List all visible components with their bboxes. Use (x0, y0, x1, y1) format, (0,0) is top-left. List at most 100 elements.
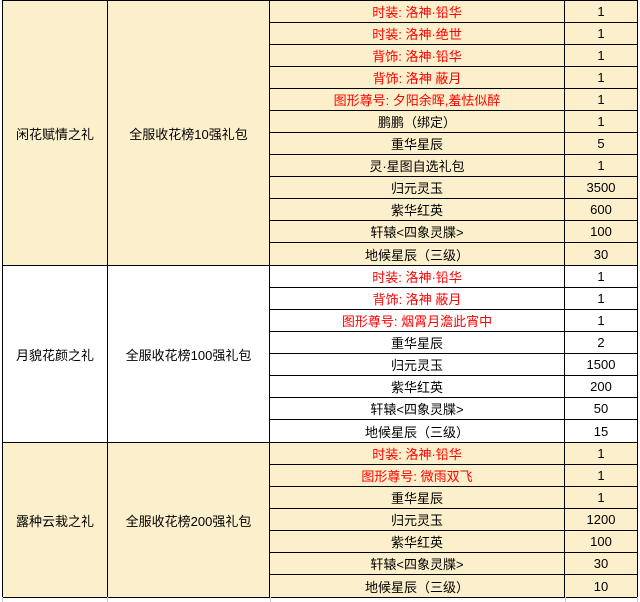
item-name-cell: 紫华红英 (270, 531, 565, 552)
item-name-cell: 时装: 洛神·绝世 (270, 23, 565, 44)
item-quantity-cell: 1 (597, 313, 605, 328)
package-name-cell: 全服收花榜100强礼包 (108, 266, 270, 442)
item-quantity-cell: 600 (590, 202, 612, 217)
item-name-cell: 鹏鹏（绑定） (270, 111, 565, 132)
gridline-stub (637, 597, 638, 602)
item-name-cell: 归元灵玉 (270, 177, 565, 198)
reward-row: 时装: 洛神·绝世 1 (270, 23, 637, 45)
item-quantity-cell: 15 (593, 423, 609, 439)
reward-items: 时装: 洛神·铅华 1 时装: 洛神·绝世 1 背饰: 洛神·铅华 1 背饰: … (270, 1, 637, 265)
package-name-cell: 全服收花榜10强礼包 (108, 1, 270, 265)
item-quantity-cell: 1 (597, 446, 605, 461)
item-quantity-cell: 1 (597, 26, 605, 41)
item-name-cell: 灵·星图自选礼包 (270, 155, 565, 176)
gift-name-cell: 露种云栽之礼 (3, 443, 108, 597)
item-quantity-cell: 1 (597, 158, 605, 173)
item-quantity-cell: 50 (593, 401, 609, 416)
reward-row: 图形尊号: 夕阳余晖,羞怯似醉 1 (270, 89, 637, 111)
item-quantity-cell: 5 (597, 136, 605, 151)
reward-row: 紫华红英 100 (270, 531, 637, 553)
item-name-cell: 归元灵玉 (270, 354, 565, 375)
item-name-cell: 地候星辰（三级） (270, 243, 565, 265)
item-name-cell: 时装: 洛神·铅华 (270, 266, 565, 287)
reward-row: 重华星辰 5 (270, 133, 637, 155)
item-name-cell: 时装: 洛神·铅华 (270, 443, 565, 464)
gridline-stub (565, 597, 566, 602)
gift-section: 月貌花颜之礼 全服收花榜100强礼包 时装: 洛神·铅华 1 背饰: 洛神 蔽月… (3, 266, 637, 443)
item-quantity-cell: 1 (597, 114, 605, 129)
gift-section: 露种云栽之礼 全服收花榜200强礼包 时装: 洛神·铅华 1 图形尊号: 微雨双… (3, 443, 637, 597)
gridline-stub (2, 597, 3, 602)
item-name-cell: 图形尊号: 烟霄月澹此宵中 (270, 310, 565, 331)
item-name-cell: 紫华红英 (270, 376, 565, 397)
item-quantity-cell: 10 (593, 578, 609, 594)
item-quantity-cell: 3500 (586, 180, 616, 195)
item-quantity-cell: 1 (597, 468, 605, 483)
item-name-cell: 重华星辰 (270, 332, 565, 353)
item-quantity-cell: 1 (597, 490, 605, 505)
reward-row: 鹏鹏（绑定） 1 (270, 111, 637, 133)
reward-items: 时装: 洛神·铅华 1 图形尊号: 微雨双飞 1 重华星辰 1 归元灵玉 120… (270, 443, 637, 597)
item-name-cell: 重华星辰 (270, 133, 565, 154)
item-quantity-cell: 30 (593, 246, 609, 262)
reward-row: 地候星辰（三级） 30 (270, 243, 637, 265)
item-quantity-cell: 1 (597, 70, 605, 85)
item-quantity-cell: 1 (597, 4, 605, 19)
reward-row: 轩辕<四象灵牒> 30 (270, 553, 637, 575)
item-quantity-cell: 200 (590, 379, 612, 394)
gift-name-cell: 月貌花颜之礼 (3, 266, 108, 442)
item-name-cell: 轩辕<四象灵牒> (270, 221, 565, 242)
reward-row: 归元灵玉 3500 (270, 177, 637, 199)
reward-row: 图形尊号: 烟霄月澹此宵中 1 (270, 310, 637, 332)
reward-row: 重华星辰 1 (270, 487, 637, 509)
gift-name-cell: 闲花赋情之礼 (3, 1, 108, 265)
item-quantity-cell: 1200 (586, 512, 616, 527)
reward-row: 轩辕<四象灵牒> 100 (270, 221, 637, 243)
item-quantity-cell: 1 (597, 92, 605, 107)
reward-row: 紫华红英 200 (270, 376, 637, 398)
item-quantity-cell: 1500 (586, 357, 616, 372)
item-name-cell: 图形尊号: 微雨双飞 (270, 465, 565, 486)
reward-row: 地候星辰（三级） 15 (270, 420, 637, 442)
item-quantity-cell: 100 (590, 224, 612, 239)
item-name-cell: 背饰: 洛神 蔽月 (270, 288, 565, 309)
reward-row: 时装: 洛神·铅华 1 (270, 443, 637, 465)
item-quantity-cell: 1 (597, 48, 605, 63)
reward-row: 重华星辰 2 (270, 332, 637, 354)
item-name-cell: 时装: 洛神·铅华 (270, 1, 565, 22)
item-name-cell: 归元灵玉 (270, 509, 565, 530)
item-name-cell: 重华星辰 (270, 487, 565, 508)
reward-row: 紫华红英 600 (270, 199, 637, 221)
reward-row: 图形尊号: 微雨双飞 1 (270, 465, 637, 487)
reward-row: 背饰: 洛神 蔽月 1 (270, 288, 637, 310)
reward-row: 归元灵玉 1500 (270, 354, 637, 376)
gift-section: 闲花赋情之礼 全服收花榜10强礼包 时装: 洛神·铅华 1 时装: 洛神·绝世 … (3, 1, 637, 266)
item-name-cell: 图形尊号: 夕阳余晖,羞怯似醉 (270, 89, 565, 110)
item-quantity-cell: 100 (590, 534, 612, 549)
item-quantity-cell: 1 (597, 291, 605, 306)
reward-row: 灵·星图自选礼包 1 (270, 155, 637, 177)
item-quantity-cell: 1 (597, 269, 605, 284)
item-name-cell: 轩辕<四象灵牒> (270, 398, 565, 419)
reward-row: 背饰: 洛神·铅华 1 (270, 45, 637, 67)
item-name-cell: 轩辕<四象灵牒> (270, 553, 565, 574)
gridline-stub (270, 597, 271, 602)
item-quantity-cell: 30 (593, 556, 609, 571)
item-name-cell: 地候星辰（三级） (270, 575, 565, 597)
reward-row: 地候星辰（三级） 10 (270, 575, 637, 597)
gridline-stub (107, 597, 108, 602)
package-name-cell: 全服收花榜200强礼包 (108, 443, 270, 597)
item-quantity-cell: 2 (597, 335, 605, 350)
reward-row: 时装: 洛神·铅华 1 (270, 1, 637, 23)
reward-row: 轩辕<四象灵牒> 50 (270, 398, 637, 420)
item-name-cell: 紫华红英 (270, 199, 565, 220)
item-name-cell: 背饰: 洛神·铅华 (270, 45, 565, 66)
reward-row: 背饰: 洛神 蔽月 1 (270, 67, 637, 89)
reward-row: 归元灵玉 1200 (270, 509, 637, 531)
reward-items: 时装: 洛神·铅华 1 背饰: 洛神 蔽月 1 图形尊号: 烟霄月澹此宵中 1 … (270, 266, 637, 442)
item-name-cell: 背饰: 洛神 蔽月 (270, 67, 565, 88)
item-name-cell: 地候星辰（三级） (270, 420, 565, 442)
reward-row: 时装: 洛神·铅华 1 (270, 266, 637, 288)
